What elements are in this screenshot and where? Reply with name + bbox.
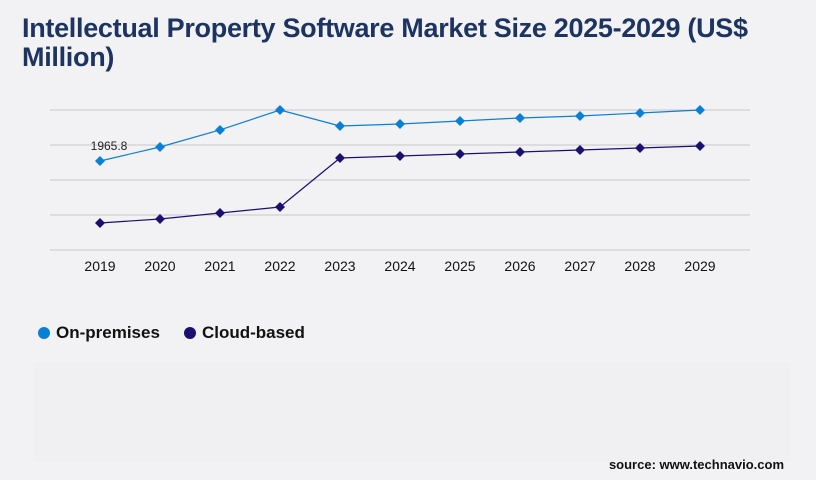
data-point [275,105,285,115]
data-point [395,151,405,162]
background-panel [33,362,791,462]
data-point [635,107,645,118]
x-tick-label: 2028 [624,258,655,274]
x-tick-label: 2021 [204,258,235,274]
data-point [515,146,525,157]
data-label: 1965.8 [91,139,128,153]
chart-title: Intellectual Property Software Market Si… [22,13,748,72]
x-tick-label: 2019 [84,258,115,274]
data-point [215,124,225,135]
data-point [335,120,345,131]
data-point [575,110,585,121]
data-point [695,140,705,151]
data-point [215,208,225,219]
data-point [95,218,105,229]
source-text: source: www.technavio.com [608,457,784,472]
x-tick-label: 2025 [444,258,475,274]
data-point [155,213,165,224]
legend-label: Cloud-based [201,323,305,342]
legend: On-premises Cloud-based [38,323,305,343]
legend-label: On-premises [56,323,160,342]
x-tick-label: 2023 [324,258,355,274]
legend-item-cloud-based[interactable]: Cloud-based [183,323,305,343]
data-point [335,152,345,163]
data-point [575,144,585,155]
data-point [95,155,105,166]
x-tick-label: 2027 [564,258,595,274]
line-chart: 2019 2020 2021 2022 2023 2024 2025 2026 2027 2028… [50,105,750,274]
x-tick-label: 2029 [684,258,715,274]
x-tick-label: 2024 [384,258,415,274]
x-tick-label: 2020 [144,258,175,274]
x-tick-label: 2026 [504,258,535,274]
data-point [695,105,705,115]
legend-marker-icon [183,327,196,339]
data-point [155,141,165,152]
data-point [455,116,465,127]
x-tick-label: 2022 [264,258,295,274]
data-point [515,112,525,123]
data-point [275,201,285,212]
data-point [395,118,405,129]
data-point [635,142,645,153]
legend-marker-icon [38,327,50,339]
legend-item-on-premises[interactable]: On-premises [38,323,160,343]
data-point [455,148,465,159]
